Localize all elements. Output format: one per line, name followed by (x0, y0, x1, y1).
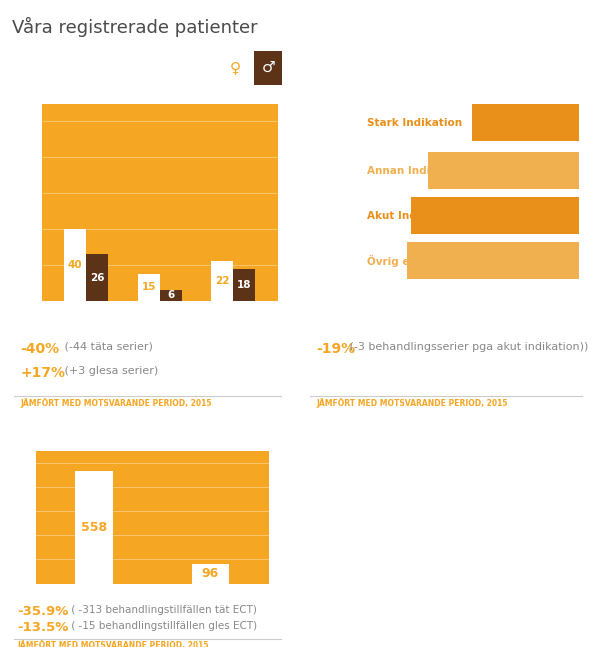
FancyBboxPatch shape (359, 152, 580, 189)
Text: 26: 26 (90, 272, 104, 283)
Text: Täta och glesa serier samt 6-
månadersuppf.: Täta och glesa serier samt 6- månadersup… (20, 54, 213, 85)
Text: (-3 behandlingsserier pga akut indikation)): (-3 behandlingsserier pga akut indikatio… (346, 342, 589, 352)
Bar (233, 269, 256, 301)
Text: JÄMFÖRT MED MOTSVARANDE PERIOD, 2015: JÄMFÖRT MED MOTSVARANDE PERIOD, 2015 (20, 398, 212, 408)
Text: Andel: Andel (0, 89, 9, 98)
Text: 49%: 49% (307, 116, 335, 129)
Text: Indikation ECT (ICD 10): Indikation ECT (ICD 10) (313, 54, 491, 69)
Text: (+3 glesa serier): (+3 glesa serier) (61, 366, 159, 377)
Text: ( -15 behandlingstillfällen gles ECT): ( -15 behandlingstillfällen gles ECT) (68, 621, 257, 631)
Text: 40: 40 (67, 260, 82, 270)
Bar (192, 564, 229, 584)
Text: 15: 15 (141, 282, 156, 292)
Bar (211, 261, 233, 301)
Text: 96: 96 (202, 567, 219, 580)
Text: +17%: +17% (20, 366, 65, 380)
FancyBboxPatch shape (359, 243, 408, 279)
Text: (-44 täta serier): (-44 täta serier) (61, 342, 153, 352)
Text: ♀: ♀ (230, 60, 241, 75)
Text: 22: 22 (215, 276, 230, 286)
Text: 18: 18 (237, 280, 252, 290)
FancyBboxPatch shape (359, 104, 580, 141)
FancyBboxPatch shape (359, 104, 472, 141)
Text: Akut Indikation: Akut Indikation (367, 210, 457, 221)
FancyBboxPatch shape (359, 197, 580, 234)
Bar (160, 290, 182, 301)
Text: 14%: 14% (307, 254, 335, 267)
Text: Övrig etablerad Indikation: Övrig etablerad Indikation (367, 254, 522, 267)
Text: 21%: 21% (307, 164, 335, 177)
Text: Våra registrerade patienter: Våra registrerade patienter (12, 17, 257, 37)
Bar (137, 274, 160, 301)
Text: ♂: ♂ (261, 60, 275, 75)
Text: Annan Indikation: Annan Indikation (367, 166, 467, 175)
Text: ( -313 behandlingstillfällen tät ECT): ( -313 behandlingstillfällen tät ECT) (68, 605, 257, 615)
Text: JÄMFÖRT MED MOTSVARANDE PERIOD, 2015: JÄMFÖRT MED MOTSVARANDE PERIOD, 2015 (17, 641, 209, 647)
FancyBboxPatch shape (221, 51, 250, 85)
Text: 2016 T.O.M. 2016-09-26: 2016 T.O.M. 2016-09-26 (17, 450, 125, 459)
Text: -35.9%: -35.9% (17, 605, 69, 618)
Text: Andel: Andel (0, 438, 4, 447)
FancyBboxPatch shape (359, 152, 428, 189)
Text: Stark Indikation: Stark Indikation (367, 118, 461, 127)
FancyBboxPatch shape (254, 51, 282, 85)
Bar (64, 229, 86, 301)
Text: Behandlingstillfällen ECT: Behandlingstillfällen ECT (17, 422, 207, 437)
Text: 15%: 15% (307, 209, 335, 222)
Text: 6: 6 (167, 291, 174, 300)
FancyBboxPatch shape (359, 243, 580, 279)
Text: -19%: -19% (316, 342, 355, 356)
Text: 2016 T.O.M. 2016-09-26): 2016 T.O.M. 2016-09-26) (313, 93, 424, 102)
Bar (75, 472, 113, 584)
FancyBboxPatch shape (359, 197, 411, 234)
Text: JÄMFÖRT MED MOTSVARANDE PERIOD, 2015: JÄMFÖRT MED MOTSVARANDE PERIOD, 2015 (316, 398, 507, 408)
Text: 558: 558 (81, 521, 107, 534)
Text: -13.5%: -13.5% (17, 621, 69, 634)
Text: -40%: -40% (20, 342, 59, 356)
Bar (86, 254, 108, 301)
